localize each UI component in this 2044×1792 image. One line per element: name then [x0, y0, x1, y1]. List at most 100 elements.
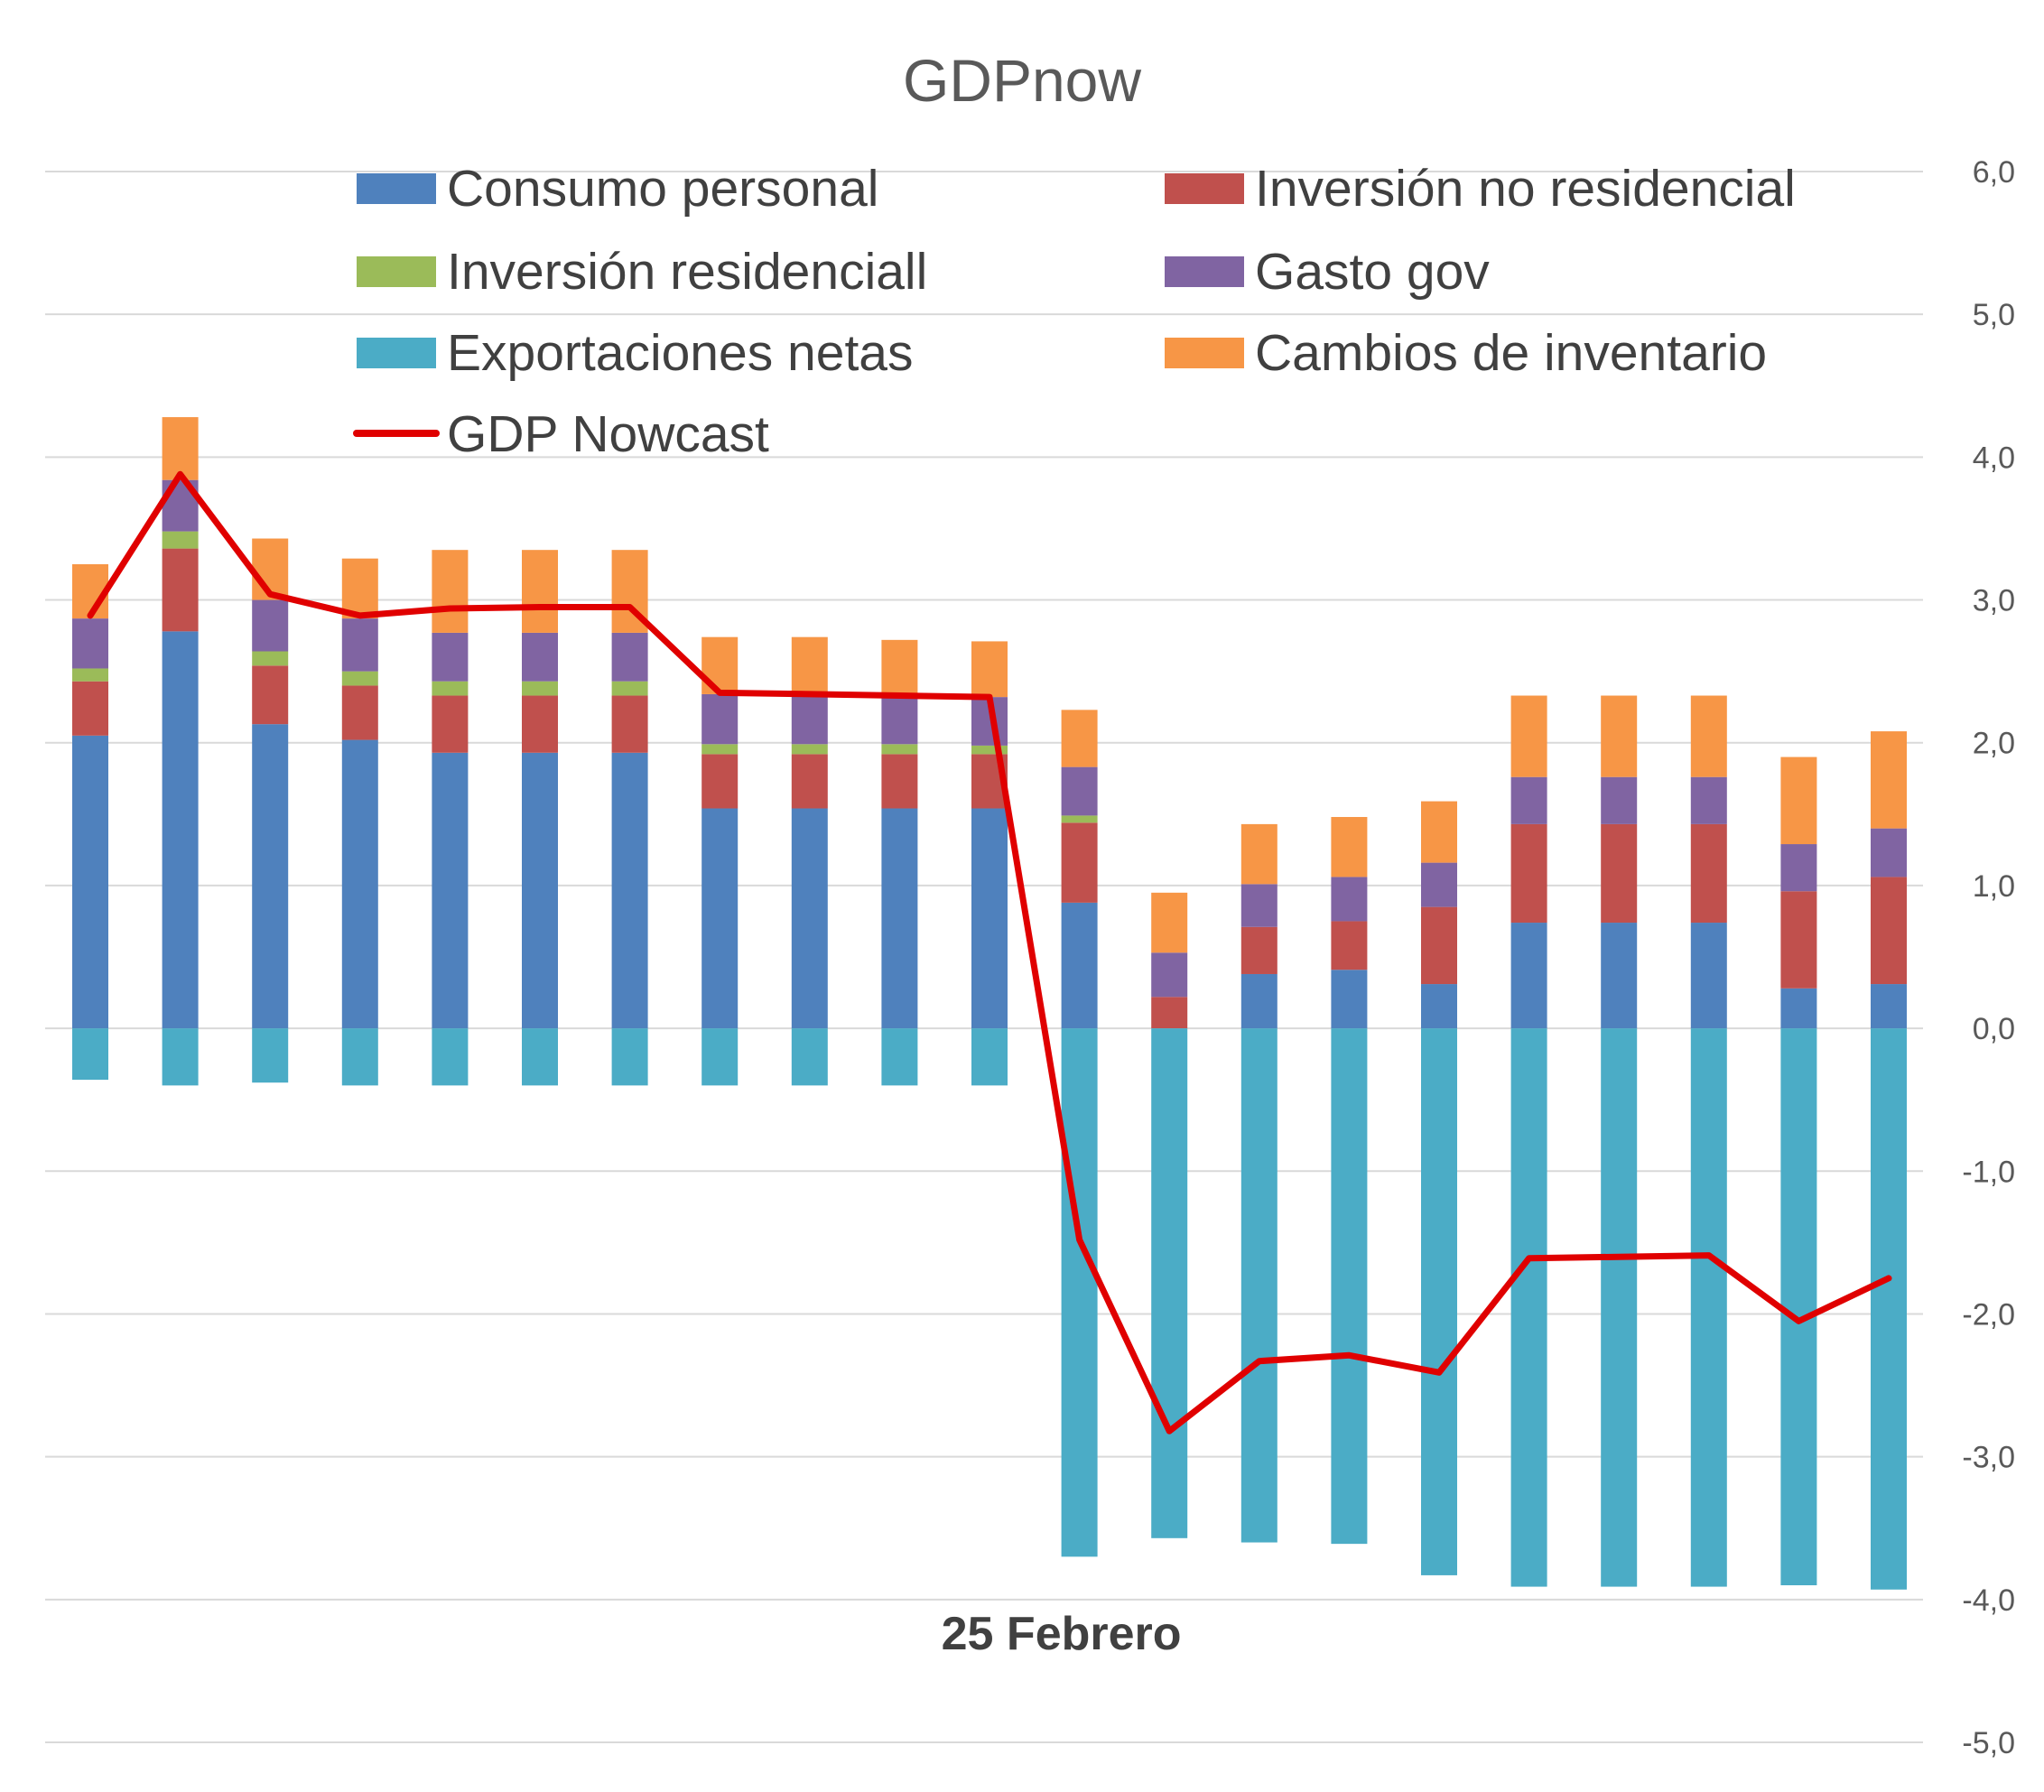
bar-segment [432, 681, 469, 696]
bar-segment [1510, 823, 1547, 924]
bar-segment [252, 651, 289, 666]
bar-segment [1421, 984, 1457, 1029]
bar-segment [1421, 906, 1457, 985]
bar-segment [1871, 877, 1907, 985]
bar-segment [522, 695, 558, 753]
bar-segment [1601, 695, 1638, 777]
bar-segment [1421, 1028, 1457, 1575]
bar-segment [162, 548, 199, 632]
bar-segment [1331, 970, 1368, 1029]
bar-segment [701, 754, 739, 809]
bar-segment [1240, 1028, 1278, 1543]
bar-segment [611, 695, 648, 753]
bar-segment [1871, 828, 1907, 877]
bar-segment [971, 1028, 1008, 1086]
bar-segment [432, 1028, 469, 1086]
bar-segment [791, 808, 828, 1029]
bar-segment [881, 693, 918, 745]
bar-segment [1061, 766, 1098, 816]
bar-segment [252, 599, 289, 652]
bar-segment [701, 693, 739, 745]
bar-segment [791, 744, 828, 755]
y-tick-label: 2,0 [1973, 727, 2015, 761]
y-tick-label: 0,0 [1973, 1012, 2015, 1046]
bar-segment [971, 641, 1008, 698]
bar-segment [701, 808, 739, 1029]
legend: Consumo personal Inversión no residencial… [353, 160, 1796, 463]
bar-segment [971, 745, 1008, 755]
bar-segment [971, 808, 1008, 1029]
y-tick-label: 3,0 [1973, 584, 2015, 618]
bar-segment [1780, 891, 1817, 989]
bar-segment [1690, 923, 1727, 1029]
bar-segment [1601, 776, 1638, 824]
bar-segment [881, 639, 918, 694]
bar-segment [881, 1028, 918, 1086]
bar-segment [522, 1028, 558, 1086]
legend-item: Inversión no residencial [1165, 160, 1796, 218]
bar-segment [1240, 884, 1278, 927]
bar-segment [162, 1028, 199, 1086]
bar-segment [1871, 731, 1907, 829]
stacked-bars [72, 417, 1907, 1590]
y-tick-label: -5,0 [1962, 1726, 2015, 1760]
bar-segment [162, 531, 199, 549]
bar-segment [1510, 923, 1547, 1029]
bar-segment [881, 754, 918, 809]
y-tick-label: 4,0 [1973, 441, 2015, 475]
bar-segment [432, 550, 469, 633]
bar-segment [701, 636, 739, 694]
bar-segment [72, 681, 108, 736]
bar-segment [341, 671, 378, 686]
bar-segment [1331, 816, 1368, 877]
bar-segment [1871, 1028, 1907, 1590]
legend-label: Gasto gov [1255, 243, 1490, 301]
bar-segment [252, 665, 289, 725]
bar-segment [1601, 823, 1638, 924]
y-axis-ticks: 6,0 5,0 4,0 3,0 2,0 1,0 0,0 -1,0 -2,0 -3,0 -4,0 -5,… [1962, 155, 2015, 1760]
bar-segment [162, 631, 199, 1029]
bar-segment [791, 754, 828, 809]
bar-segment [791, 1028, 828, 1086]
legend-item: Consumo personal [357, 160, 878, 218]
y-tick-label: -1,0 [1962, 1155, 2015, 1189]
bar-segment [1151, 997, 1188, 1029]
nowcast-line-layer [87, 470, 1892, 1435]
bar-segment [162, 417, 199, 480]
bar-segment [791, 693, 828, 745]
bar-segment [1151, 1028, 1188, 1538]
bar-segment [522, 681, 558, 696]
bar-segment [611, 632, 648, 682]
y-tick-label: -4,0 [1962, 1583, 2015, 1618]
legend-swatch [1165, 173, 1244, 204]
bar-segment [1151, 892, 1188, 953]
bar-segment [701, 744, 739, 755]
bar-segment [1871, 984, 1907, 1029]
bar-segment [432, 632, 469, 682]
legend-item: GDP Nowcast [353, 405, 769, 463]
bar-segment [1510, 695, 1547, 777]
bar-segment [791, 636, 828, 694]
bar-segment [341, 685, 378, 740]
date-annotation: 25 Febrero [942, 1608, 1182, 1660]
chart-title: GDPnow [903, 47, 1141, 114]
legend-item: Gasto gov [1165, 243, 1490, 301]
bar-segment [1690, 776, 1727, 824]
gdp-nowcast-line [87, 470, 1892, 1435]
bar-segment [1061, 902, 1098, 1029]
bar-segment [72, 618, 108, 669]
y-tick-label: 1,0 [1973, 869, 2015, 904]
legend-label: Inversión residenciall [447, 243, 927, 301]
legend-item: Exportaciones netas [357, 324, 913, 382]
bar-segment [881, 744, 918, 755]
bar-segment [1780, 1028, 1817, 1585]
bar-segment [341, 618, 378, 672]
bar-segment [611, 1028, 648, 1086]
bar-segment [1510, 1028, 1547, 1587]
bar-segment [611, 681, 648, 696]
legend-swatch [357, 338, 436, 368]
bar-segment [1061, 822, 1098, 903]
bar-segment [522, 752, 558, 1029]
